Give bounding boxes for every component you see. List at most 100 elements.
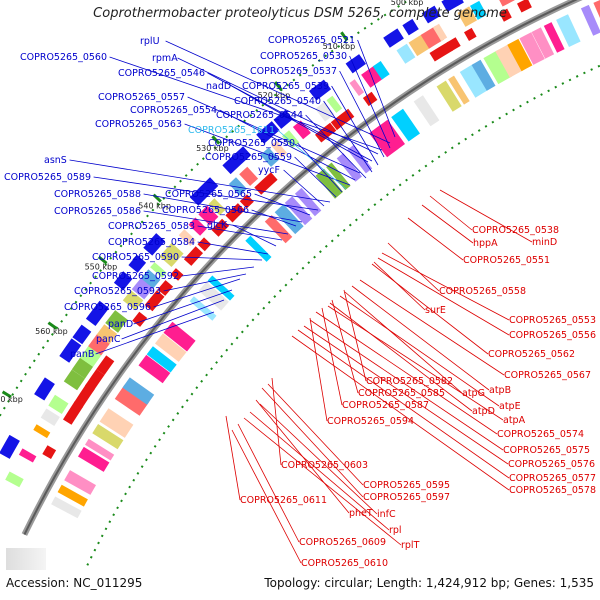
label-leader-line: [309, 317, 328, 422]
label-leader-line: [267, 383, 364, 486]
tick-label: 550 kbp: [85, 262, 118, 271]
label-leader-line: [177, 57, 379, 155]
label-leader-line: [271, 377, 282, 466]
gene-label-forward: COPRO5265_0540: [234, 96, 321, 107]
label-leader-line: [387, 242, 440, 292]
gene-label-reverse: COPRO5265_0587: [342, 400, 429, 411]
label-leader-line: [181, 266, 255, 277]
label-leader-line: [153, 278, 241, 308]
gene-label-forward: COPRO5265_0583: [108, 221, 195, 232]
feature-block-inner: [471, 59, 496, 91]
reverse-gene-arrow: [211, 218, 230, 237]
gene-label-forward: COPRO5265_0592: [92, 271, 179, 282]
label-leader-line: [321, 307, 343, 406]
label-leader-line: [232, 224, 277, 247]
reverse-gene-arrow: [157, 280, 174, 296]
tick-label: 530 kbp: [196, 144, 229, 153]
label-leader-line: [421, 204, 474, 244]
label-leader-line: [143, 210, 289, 235]
feature-layer: [0, 0, 600, 519]
tick-label: 520 kbp: [258, 91, 291, 100]
gene-label-forward: COPRO5265_0557: [98, 92, 185, 103]
reverse-gene-arrow: [170, 268, 184, 281]
feature-block-outer: [131, 277, 154, 300]
gene-label-reverse: COPRO5265_0594: [327, 416, 414, 427]
label-leader-line: [309, 319, 504, 451]
gene-label-forward: COPRO5265_0563: [95, 119, 182, 130]
reverse-gene-arrow: [429, 41, 453, 62]
gene-label-forward: nadD: [206, 81, 231, 92]
tick-mark: [211, 135, 221, 145]
label-leader-line: [219, 109, 356, 181]
label-leader-line: [339, 295, 500, 407]
label-leader-line: [225, 415, 241, 501]
gene-label-reverse: surE: [425, 305, 446, 316]
gene-label-reverse: pheT: [349, 508, 373, 519]
feature-block-inner: [448, 75, 470, 105]
feature-block-inner: [531, 27, 555, 59]
feature-block-outer: [71, 357, 94, 379]
feature-block-outer: [457, 6, 477, 27]
gene-label-forward: panC: [96, 334, 121, 345]
gene-label-reverse: COPRO5265_0558: [439, 286, 526, 297]
label-leader-line: [163, 273, 247, 292]
feature-block-outer: [470, 0, 487, 20]
forward-gene-arrow: [113, 271, 133, 291]
feature-block-outer: [105, 310, 128, 333]
label-leader-line: [277, 129, 347, 190]
label-leader-line: [303, 325, 509, 465]
feature-block-outer: [271, 140, 287, 158]
reverse-gene-arrow: [254, 172, 278, 195]
label-leader-line: [261, 387, 364, 498]
gene-label-forward: COPRO5265_0596: [64, 302, 151, 313]
label-leader-line: [351, 285, 490, 391]
label-leader-line: [357, 39, 396, 138]
label-leader-line: [315, 311, 498, 435]
gene-label-forward: COPRO5265_0521: [268, 35, 355, 46]
feature-block-outer: [315, 101, 335, 122]
feature-block-outer: [188, 217, 207, 236]
feature-block-outer: [260, 147, 280, 167]
feature-block-inner: [347, 144, 373, 174]
forward-gene-arrow: [402, 18, 419, 36]
forward-gene-arrow: [85, 300, 110, 326]
tick-label: 540 kbp: [138, 201, 171, 210]
feature-block-inner: [92, 424, 124, 450]
feature-block-outer: [140, 269, 161, 289]
label-leader-line: [305, 114, 367, 179]
gene-label-forward: COPRO5265_0554: [130, 105, 217, 116]
gene-label-forward: COPRO5265_0550: [208, 138, 295, 149]
reverse-gene-arrow: [84, 369, 105, 392]
forward-gene-arrow: [421, 5, 441, 24]
label-leader-line: [323, 100, 373, 173]
label-leader-line: [297, 142, 343, 193]
feature-block-inner: [315, 168, 344, 199]
reverse-gene-arrow: [330, 108, 355, 131]
gene-label-forward: COPRO5265_0537: [250, 66, 337, 77]
label-leader-line: [259, 403, 378, 515]
gene-label-reverse: COPRO5265_0551: [463, 255, 550, 266]
gene-label-forward: COPRO5265_0593: [74, 286, 161, 297]
forward-gene-arrow: [143, 233, 166, 256]
gene-label-forward: COPRO5265_0565: [165, 189, 252, 200]
gene-label-forward: rplU: [140, 36, 160, 47]
gene-label-forward: COPRO5265_1611: [188, 125, 275, 136]
label-leader-line: [339, 70, 385, 158]
label-leader-line: [294, 156, 337, 198]
label-leader-line: [329, 302, 473, 412]
label-leader-line: [231, 429, 302, 564]
gene-label-forward: asnS: [44, 155, 67, 166]
gene-label-forward: glcK: [207, 220, 228, 231]
feature-block-inner: [580, 4, 600, 36]
label-leader-line: [371, 263, 489, 355]
feature-block-inner: [483, 50, 512, 85]
gene-label-reverse: COPRO5265_0556: [509, 330, 596, 341]
gene-label-reverse: COPRO5265_0609: [299, 537, 386, 548]
label-leader-line: [231, 85, 369, 163]
tick-mark: [1, 390, 12, 399]
reverse-gene-arrow: [96, 355, 115, 375]
feature-block-inner: [146, 346, 177, 373]
label-leader-line: [181, 256, 263, 261]
gene-label-reverse: rpl: [389, 525, 402, 536]
